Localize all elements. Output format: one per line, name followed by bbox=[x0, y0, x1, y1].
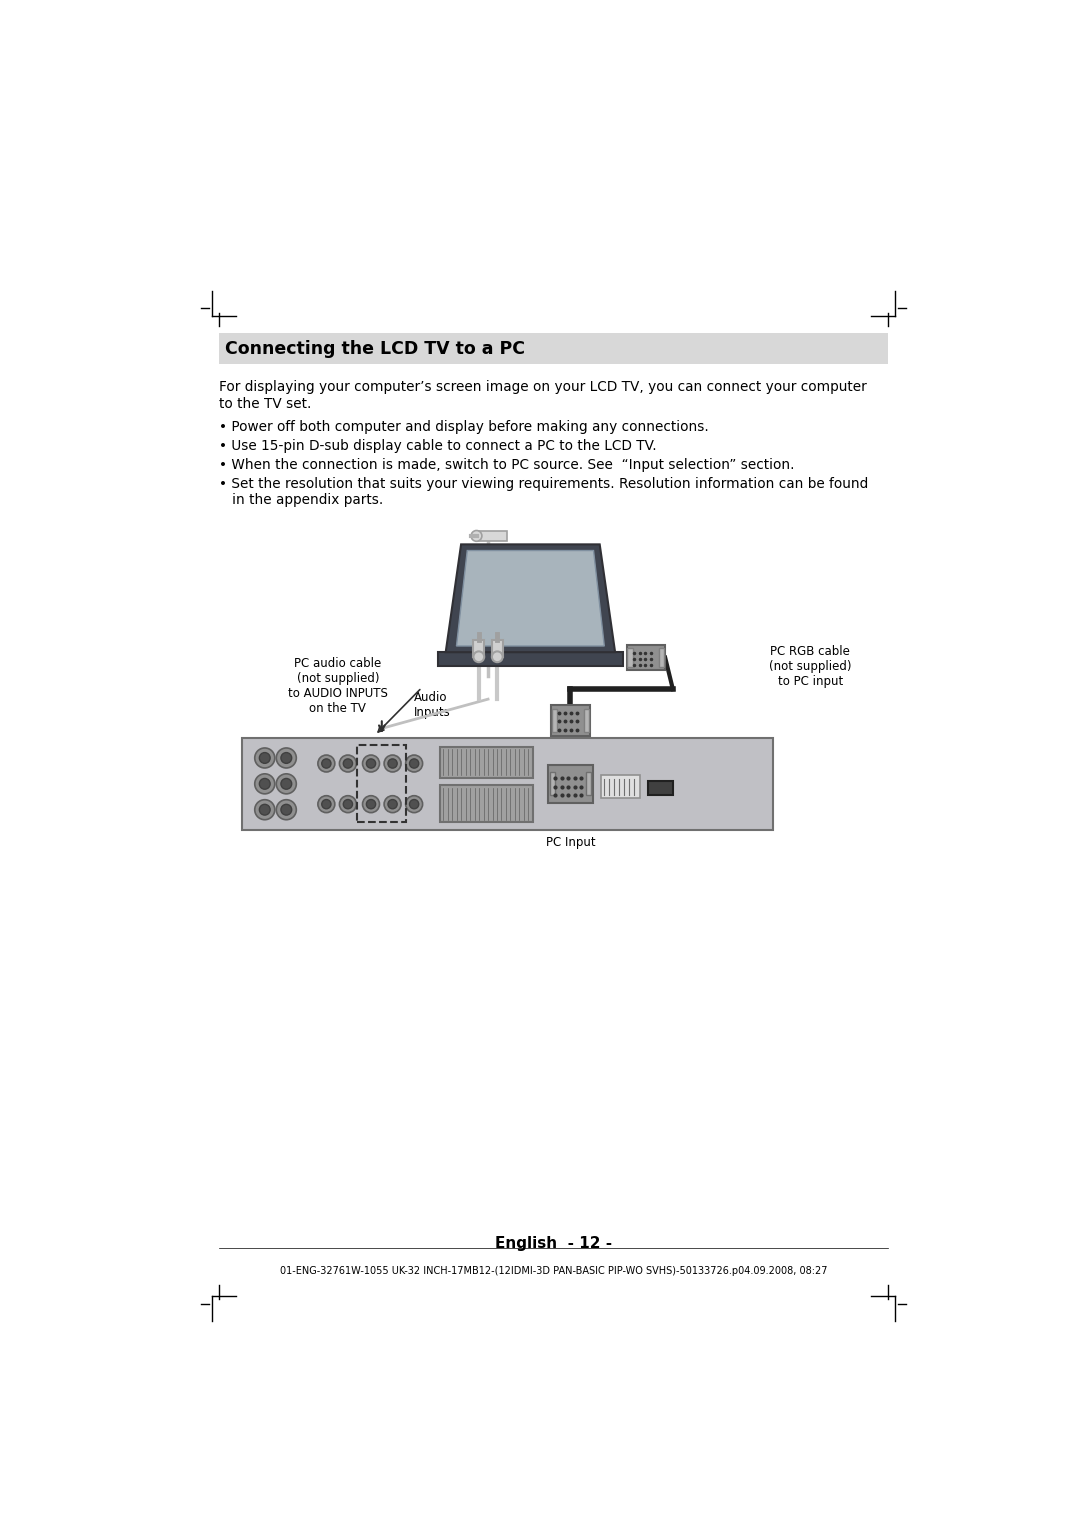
Text: to the TV set.: to the TV set. bbox=[218, 397, 311, 411]
Polygon shape bbox=[446, 544, 616, 652]
Circle shape bbox=[409, 800, 419, 809]
Circle shape bbox=[318, 796, 335, 812]
Text: Audio
Inputs: Audio Inputs bbox=[414, 692, 450, 719]
Bar bbox=[549, 765, 593, 803]
Circle shape bbox=[322, 759, 330, 768]
Bar bbox=[476, 531, 508, 541]
Bar bbox=[551, 705, 590, 736]
Circle shape bbox=[255, 800, 274, 820]
Circle shape bbox=[259, 753, 270, 764]
Circle shape bbox=[366, 759, 376, 768]
Circle shape bbox=[471, 530, 482, 541]
Circle shape bbox=[384, 796, 401, 812]
Circle shape bbox=[409, 759, 419, 768]
Text: PC Input: PC Input bbox=[545, 837, 595, 849]
Circle shape bbox=[406, 796, 422, 812]
Circle shape bbox=[363, 796, 379, 812]
Text: 01-ENG-32761W-1055 UK-32 INCH-17MB12-(12IDMI-3D PAN-BASIC PIP-WO SVHS)-50133726.: 01-ENG-32761W-1055 UK-32 INCH-17MB12-(12… bbox=[280, 1266, 827, 1277]
Bar bbox=[659, 649, 664, 667]
Circle shape bbox=[281, 805, 292, 815]
Bar bbox=[626, 646, 665, 670]
Bar bbox=[218, 333, 889, 365]
Circle shape bbox=[322, 800, 330, 809]
Circle shape bbox=[343, 759, 352, 768]
Circle shape bbox=[388, 759, 397, 768]
Bar bbox=[550, 773, 555, 796]
Circle shape bbox=[491, 652, 502, 663]
Text: English  - 12 -: English - 12 - bbox=[495, 1237, 612, 1251]
Bar bbox=[602, 774, 639, 797]
Bar bbox=[627, 649, 633, 667]
Bar bbox=[473, 640, 484, 657]
Bar bbox=[441, 747, 532, 777]
Bar bbox=[552, 709, 557, 733]
Circle shape bbox=[384, 754, 401, 773]
Circle shape bbox=[255, 748, 274, 768]
Text: PC audio cable
(not supplied)
to AUDIO INPUTS
on the TV: PC audio cable (not supplied) to AUDIO I… bbox=[288, 657, 388, 715]
Circle shape bbox=[406, 754, 422, 773]
Bar bbox=[441, 785, 532, 823]
Text: PC RGB cable
(not supplied)
to PC input: PC RGB cable (not supplied) to PC input bbox=[769, 646, 852, 689]
Circle shape bbox=[343, 800, 352, 809]
Circle shape bbox=[276, 800, 296, 820]
Circle shape bbox=[281, 753, 292, 764]
Circle shape bbox=[339, 796, 356, 812]
Bar bbox=[585, 773, 591, 796]
Circle shape bbox=[276, 774, 296, 794]
Circle shape bbox=[363, 754, 379, 773]
Bar bbox=[491, 640, 502, 657]
Circle shape bbox=[388, 800, 397, 809]
Polygon shape bbox=[457, 551, 605, 646]
Bar bbox=[583, 709, 589, 733]
Text: Connecting the LCD TV to a PC: Connecting the LCD TV to a PC bbox=[225, 341, 525, 357]
Text: • Set the resolution that suits your viewing requirements. Resolution informatio: • Set the resolution that suits your vie… bbox=[218, 478, 868, 492]
Circle shape bbox=[366, 800, 376, 809]
Text: • When the connection is made, switch to PC source. See  “Input selection” secti: • When the connection is made, switch to… bbox=[218, 458, 794, 472]
Text: For displaying your computer’s screen image on your LCD TV, you can connect your: For displaying your computer’s screen im… bbox=[218, 380, 866, 394]
Circle shape bbox=[339, 754, 356, 773]
Circle shape bbox=[281, 779, 292, 789]
Text: • Power off both computer and display before making any connections.: • Power off both computer and display be… bbox=[218, 420, 708, 434]
Bar bbox=[648, 780, 673, 794]
Text: in the appendix parts.: in the appendix parts. bbox=[218, 493, 382, 507]
Text: • When the connection is made, switch to PC source. See  “: • When the connection is made, switch to… bbox=[218, 458, 629, 472]
Bar bbox=[438, 652, 623, 666]
Circle shape bbox=[473, 652, 484, 663]
Circle shape bbox=[259, 805, 270, 815]
Text: • Use 15-pin D-sub display cable to connect a PC to the LCD TV.: • Use 15-pin D-sub display cable to conn… bbox=[218, 438, 657, 454]
Circle shape bbox=[259, 779, 270, 789]
Circle shape bbox=[255, 774, 274, 794]
Circle shape bbox=[318, 754, 335, 773]
Bar bbox=[242, 738, 773, 831]
Circle shape bbox=[276, 748, 296, 768]
Bar bbox=[357, 745, 406, 823]
